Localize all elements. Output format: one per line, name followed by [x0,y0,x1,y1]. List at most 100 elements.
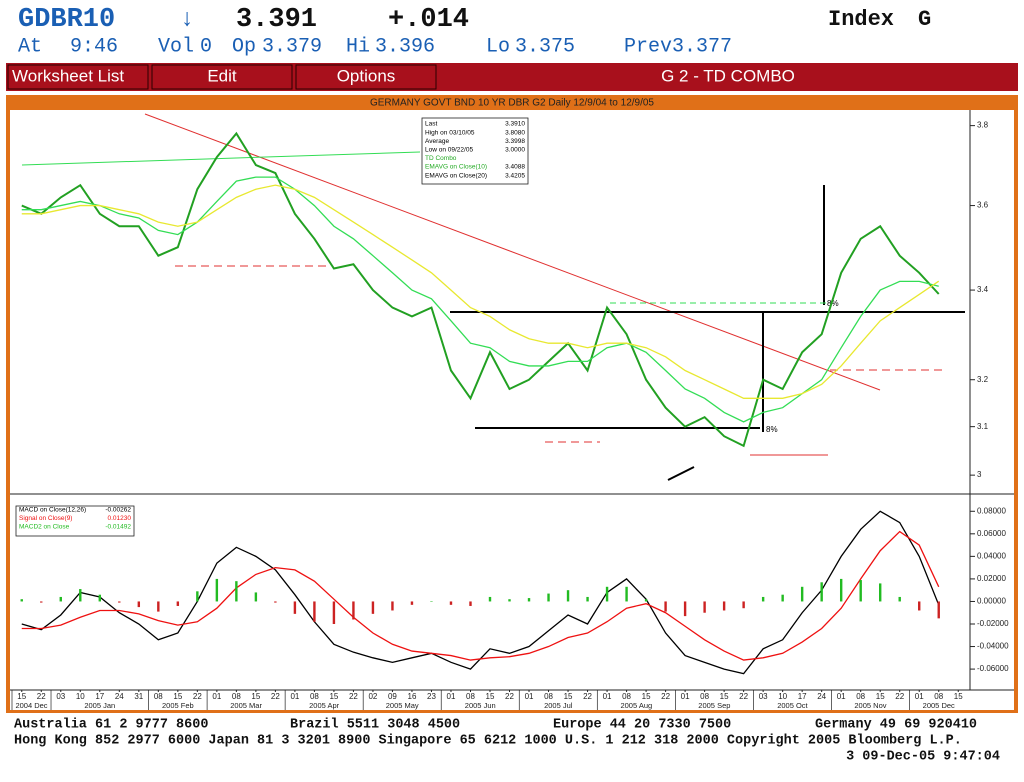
stats-box [421,117,529,185]
plot: 3 3.1 3.2 3.4 3.6 3.8 -0.06000 -0.04000 -0.02000… [11,121,1009,710]
histogram-bar [137,601,141,608]
stat-value: 3.4205 [505,172,525,179]
x-tick-label: 09 [388,692,397,701]
y-tick-label: 0.02000 [977,574,1006,583]
histogram-bar [859,580,862,602]
stat-label: Last [425,121,437,128]
stats: Last 3.3910 High on 03/10/05 3.8080 Average 3… [425,121,525,180]
histogram-bar [879,583,882,602]
histogram-bar [664,601,667,612]
pointer-arrow [667,466,695,481]
histogram-bar [800,586,804,602]
histogram-bar [157,601,160,612]
x-tick-label: 22 [349,692,358,701]
footer-item: Brazil 5511 3048 4500 [290,718,460,733]
histogram-bar [98,594,101,602]
month-label: 2005 Oct [777,701,808,710]
histogram-bar [332,601,336,624]
histogram-bar [488,596,492,602]
histogram-bar [215,578,219,602]
footer-item: Australia 61 2 9777 8600 [14,718,208,733]
arrow: ↓ [180,6,194,33]
x-tick-label: 01 [525,692,534,701]
x-tick-label: 08 [154,692,163,701]
month-label: 2005 Feb [162,701,194,710]
stat-label: Average [425,138,449,145]
legend-value: -0.01492 [105,524,131,531]
histogram-bar [449,601,453,605]
x-tick-label: 22 [271,692,280,701]
quote-item: 3.396 [375,35,435,58]
annotation: 8% [766,425,778,434]
x-tick-label: 03 [56,692,65,701]
legend-label: MACD on Close(12,26) [19,507,86,514]
x-tick-label: 15 [17,692,26,701]
histogram-bar [235,581,238,602]
histogram-bar [430,601,433,602]
month-label: 2005 May [386,701,419,710]
month-label: 2005 Nov [854,701,886,710]
x-tick-label: 08 [700,692,709,701]
x-tick-label: 23 [427,692,436,701]
y-tick-label: -0.02000 [977,619,1009,628]
x-tick-label: 24 [817,692,826,701]
change: +.014 [388,5,469,35]
histogram-bar [293,601,297,614]
menu-button[interactable] [7,64,149,90]
x-tick-label: 10 [76,692,85,701]
stat-label: TD Combo [425,155,457,162]
quote-item: 3.377 [672,35,732,58]
histogram-bar [625,586,628,602]
y-tick-label: 3.2 [977,375,989,384]
histogram-bar [59,596,62,602]
month-label: 2005 Jan [84,701,115,710]
x-tick-label: 01 [603,692,612,701]
x-tick-label: 08 [232,692,241,701]
index-key: G [918,7,931,32]
x-tick-label: 01 [447,692,456,701]
x-tick-label: 03 [759,692,768,701]
price: 3.391 [236,5,317,35]
y-tick-label: 0.04000 [977,551,1006,560]
chart-area [10,110,1014,710]
quote-item: Prev [624,35,672,58]
histogram-bar [40,601,43,603]
quote-item: Lo [486,35,510,58]
histogram-bar [79,589,82,602]
y-tick-label: 3.1 [977,422,989,431]
y-tick-label: 0.08000 [977,506,1006,515]
y-tick-label: 3.6 [977,201,989,210]
legend-value: 0.01230 [108,515,132,522]
histogram-bar [937,601,940,619]
x-tick-label: 02 [368,692,377,701]
ticker: GDBR10 [18,5,115,35]
quote-item: 9:46 [70,35,118,58]
menu: Worksheet List Edit Options [7,64,437,90]
stat-value: 3.4088 [505,164,525,171]
x-tick-label: 08 [934,692,943,701]
stat-value: 3.3998 [505,138,525,145]
trend-line [144,113,881,391]
histogram-bar [761,596,765,602]
quote-item: 0 [200,35,212,58]
quote-item: Hi [346,35,370,58]
x-tick-label: 01 [681,692,690,701]
x-tick-label: 01 [290,692,299,701]
x-tick-label: 17 [95,692,104,701]
histogram-bar [313,601,316,622]
histogram-bar [391,601,394,611]
histogram-bar [586,596,589,602]
month-label: 2005 Aug [620,701,652,710]
histogram-bar [839,578,843,602]
menu-button[interactable] [295,64,437,90]
y-tick-label: -0.06000 [977,664,1009,673]
footer-item: Germany 49 69 920410 [815,718,977,733]
histogram-bar [918,601,921,611]
histogram-bar [566,590,570,602]
histogram-bar [898,596,901,602]
screen-title: G 2 - TD COMBO [661,66,795,85]
menu-button[interactable] [151,64,293,90]
x-tick-label: 22 [505,692,514,701]
